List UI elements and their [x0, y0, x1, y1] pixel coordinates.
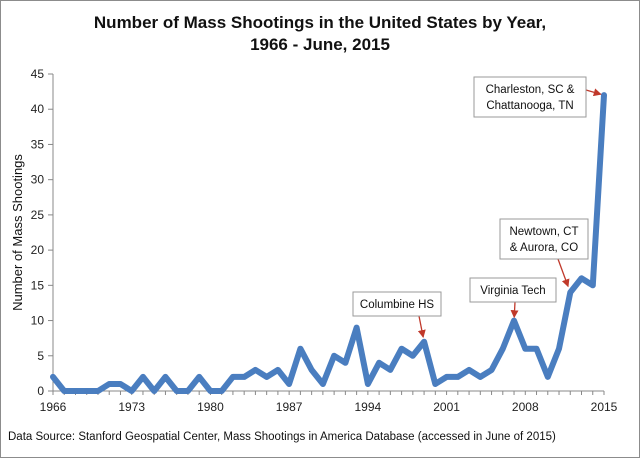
annotation: Columbine HS: [352, 291, 442, 339]
y-tick-label: 20: [31, 243, 45, 257]
x-tick-label: 1994: [355, 400, 382, 414]
y-tick-label: 30: [31, 173, 45, 187]
y-tick-label: 15: [31, 278, 45, 292]
y-tick-label: 25: [31, 208, 45, 222]
annotation: Newtown, CT & Aurora, CO: [499, 218, 589, 288]
annotation-arrow: [417, 315, 426, 339]
annotation: Charleston, SC & Chattanooga, TN: [473, 76, 602, 118]
data-point: [556, 346, 562, 352]
data-point: [511, 318, 517, 324]
data-point: [72, 388, 78, 394]
data-point: [421, 339, 427, 345]
x-tick-label: 2001: [433, 400, 460, 414]
annotation-arrow: [510, 301, 519, 319]
data-point: [297, 346, 303, 352]
x-tick-label: 1973: [118, 400, 145, 414]
series-line: [50, 92, 607, 394]
data-point: [466, 367, 472, 373]
x-tick-label: 1987: [276, 400, 303, 414]
data-point: [522, 346, 528, 352]
data-point: [489, 367, 495, 373]
data-point: [399, 346, 405, 352]
data-point: [151, 388, 157, 394]
data-point: [342, 360, 348, 366]
y-tick-label: 0: [37, 384, 44, 398]
annotation-label: & Aurora, CO: [510, 242, 578, 254]
y-tick-label: 10: [31, 314, 45, 328]
data-point: [365, 381, 371, 387]
y-axis-title: Number of Mass Shootings: [10, 154, 25, 311]
data-point: [84, 388, 90, 394]
x-tick-label: 1980: [197, 400, 224, 414]
annotation-box: [499, 218, 589, 260]
data-point: [95, 388, 101, 394]
chart-title-line-1: Number of Mass Shootings in the United S…: [93, 13, 547, 32]
annotation: Virginia Tech: [469, 277, 557, 319]
data-point: [444, 374, 450, 380]
data-point: [185, 388, 191, 394]
data-point: [106, 381, 112, 387]
data-point: [207, 388, 213, 394]
data-point: [534, 346, 540, 352]
data-point: [286, 381, 292, 387]
data-point: [432, 381, 438, 387]
data-point: [567, 289, 573, 295]
data-point: [387, 367, 393, 373]
annotation-arrow: [557, 258, 570, 288]
data-point: [129, 388, 135, 394]
data-point: [252, 367, 258, 373]
data-point: [354, 325, 360, 331]
data-point: [500, 346, 506, 352]
data-point: [162, 374, 168, 380]
data-point: [601, 92, 607, 98]
x-tick-label: 2008: [512, 400, 539, 414]
data-point: [61, 388, 67, 394]
data-point: [50, 374, 56, 380]
x-tick-label: 1966: [40, 400, 67, 414]
data-point: [309, 367, 315, 373]
data-point: [320, 381, 326, 387]
data-source-note: Data Source: Stanford Geospatial Center,…: [8, 431, 556, 443]
data-point: [477, 374, 483, 380]
annotation-box: [473, 76, 587, 118]
data-point: [117, 381, 123, 387]
data-point: [219, 388, 225, 394]
x-tick-label: 2015: [591, 400, 618, 414]
y-tick-label: 5: [37, 349, 44, 363]
data-point: [140, 374, 146, 380]
annotation-label: Charleston, SC &: [486, 84, 575, 96]
annotation-label: Chattanooga, TN: [486, 100, 573, 112]
annotation-label: Virginia Tech: [480, 285, 545, 297]
annotation-box: [469, 277, 557, 303]
data-point: [579, 275, 585, 281]
data-point: [196, 374, 202, 380]
data-point: [455, 374, 461, 380]
data-point: [545, 374, 551, 380]
data-point: [410, 353, 416, 359]
y-tick-label: 35: [31, 137, 45, 151]
annotation-label: Newtown, CT: [509, 226, 578, 238]
data-point: [230, 374, 236, 380]
data-point: [174, 388, 180, 394]
y-tick-label: 45: [31, 67, 45, 81]
data-point: [590, 282, 596, 288]
annotation-label: Columbine HS: [360, 299, 434, 311]
data-point: [275, 367, 281, 373]
chart-title-line-2: 1966 - June, 2015: [250, 35, 390, 54]
data-point: [241, 374, 247, 380]
annotation-box: [352, 291, 442, 317]
y-tick-label: 40: [31, 102, 45, 116]
annotation-arrow: [585, 88, 602, 97]
data-point: [264, 374, 270, 380]
data-point: [331, 353, 337, 359]
data-point: [376, 360, 382, 366]
